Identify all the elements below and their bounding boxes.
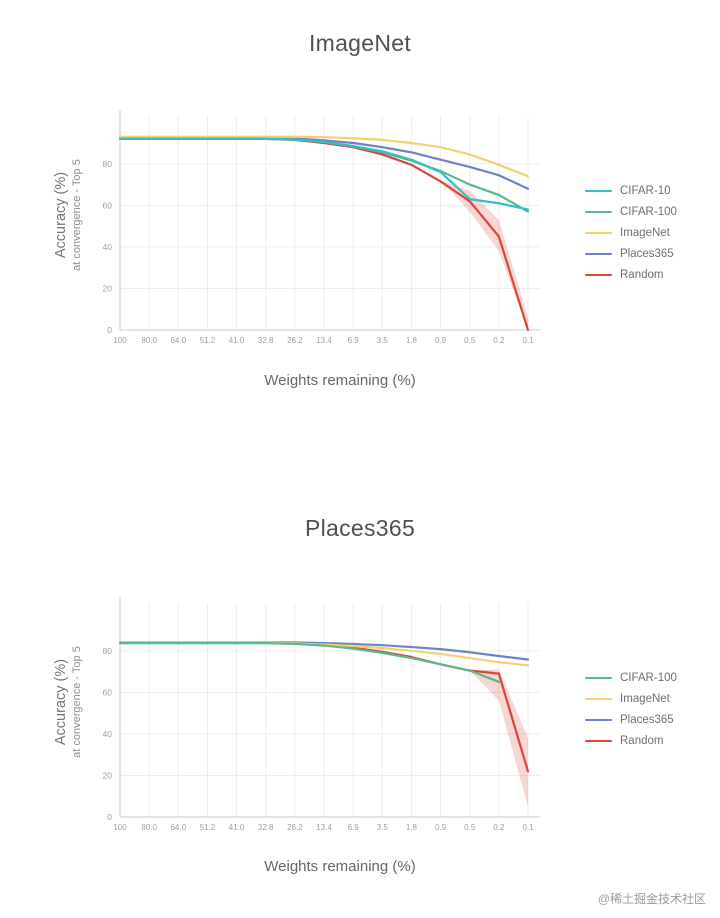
y-tick-label: 60 (103, 200, 113, 210)
legend-swatch-imagenet (585, 231, 612, 235)
legend-swatch-places365 (585, 252, 612, 256)
error-band-random (469, 669, 528, 807)
legend-item-imagenet: ImageNet (585, 692, 677, 706)
y-tick-label: 20 (103, 770, 113, 780)
imagenet-accuracy-line-chart: 0 20 40 60 80 100 80.0 64.0 51.2 41.0 32.8 26.2 13.4… (103, 110, 540, 345)
legend-swatch-imagenet (585, 697, 612, 701)
x-tick-label: 0.2 (493, 823, 505, 832)
x-tick-label: 64.0 (170, 823, 186, 832)
y-tick-label: 40 (103, 242, 113, 252)
x-tick-label: 1.8 (406, 823, 418, 832)
legend-item-cifar-100: CIFAR-100 (585, 205, 677, 219)
x-tick-label: 0.5 (464, 823, 476, 832)
x-tick-label: 100 (113, 336, 127, 345)
y-tick-label: 80 (103, 646, 113, 656)
imagenet-chart-section: ImageNet Accuracy (%) at convergence - T… (0, 30, 720, 389)
x-tick-label: 41.0 (229, 823, 245, 832)
legend-label: CIFAR-100 (620, 672, 677, 684)
series-line-cifar-100 (118, 641, 500, 684)
x-tick-label: 80.0 (141, 336, 157, 345)
x-tick-label: 0.5 (464, 336, 476, 345)
x-axis-label: Weights remaining (%) (264, 372, 416, 389)
legend-item-cifar-100: CIFAR-100 (585, 671, 677, 685)
legend-swatch-cifar-100 (585, 210, 612, 214)
series-line-cifar-10 (118, 137, 530, 211)
x-tick-label: 51.2 (200, 823, 216, 832)
legend-label: Places365 (620, 714, 674, 726)
chart-title-imagenet: ImageNet (308, 30, 412, 56)
x-tick-label: 0.9 (435, 823, 447, 832)
series-line-imagenet (118, 135, 530, 178)
legend-label: ImageNet (620, 693, 670, 705)
watermark: @稀土掘金技术社区 (597, 892, 706, 906)
x-tick-label: 6.9 (348, 823, 360, 832)
x-tick-label: 64.0 (170, 336, 186, 345)
x-tick-label: 41.0 (229, 336, 245, 345)
x-tick-label: 32.8 (258, 336, 274, 345)
legend-item-random: Random (585, 734, 677, 748)
places365-chart-section: Places365 Accuracy (%) at convergence - … (0, 480, 720, 900)
error-band-random (440, 180, 528, 330)
legend-label: ImageNet (620, 227, 670, 239)
x-tick-label: 100 (113, 823, 127, 832)
legend: CIFAR-10 CIFAR-100 ImageNet Places365 Random (585, 184, 677, 282)
legend-label: Random (620, 735, 664, 747)
chart-area-imagenet: Accuracy (%) at convergence - Top 5 0 20 4… (0, 88, 720, 370)
legend-label: CIFAR-100 (620, 206, 677, 218)
x-tick-label: 26.2 (287, 336, 303, 345)
x-tick-label: 0.9 (435, 336, 447, 345)
legend-item-cifar-10: CIFAR-10 (585, 184, 677, 198)
y-tick-label: 60 (103, 687, 113, 697)
legend-item-places365: Places365 (585, 713, 677, 727)
x-tick-label: 1.8 (406, 336, 418, 345)
x-tick-label: 3.5 (377, 336, 389, 345)
x-tick-label: 3.5 (377, 823, 389, 832)
y-tick-label: 80 (103, 159, 113, 169)
x-tick-label: 0.2 (493, 336, 505, 345)
legend-swatch-cifar-10 (585, 189, 612, 193)
x-tick-label: 80.0 (141, 823, 157, 832)
places365-accuracy-line-chart: 0 20 40 60 80 100 80.0 64.0 51.2 41.0 32.8 26.2 13.4… (103, 597, 540, 832)
x-tick-label: 13.4 (316, 336, 332, 345)
y-tick-label: 0 (107, 325, 112, 335)
x-tick-label: 51.2 (200, 336, 216, 345)
legend-label: Random (620, 269, 664, 281)
legend-label: Places365 (620, 248, 674, 260)
x-tick-label: 32.8 (258, 823, 274, 832)
x-tick-label: 13.4 (316, 823, 332, 832)
legend-swatch-random (585, 739, 612, 743)
x-tick-label: 0.1 (522, 823, 534, 832)
legend-swatch-places365 (585, 718, 612, 722)
chart-title-places365: Places365 (304, 515, 416, 541)
x-tick-label: 0.1 (522, 336, 534, 345)
legend-swatch-cifar-100 (585, 676, 612, 680)
y-tick-label: 40 (103, 729, 113, 739)
legend-item-places365: Places365 (585, 247, 677, 261)
y-tick-label: 20 (103, 283, 113, 293)
x-axis-label: Weights remaining (%) (264, 858, 416, 875)
legend-item-imagenet: ImageNet (585, 226, 677, 240)
legend-label: CIFAR-10 (620, 185, 671, 197)
legend-swatch-random (585, 273, 612, 277)
legend-item-random: Random (585, 268, 677, 282)
y-tick-label: 0 (107, 812, 112, 822)
x-tick-label: 26.2 (287, 823, 303, 832)
chart-area-places365: Accuracy (%) at convergence - Top 5 0 20 4… (0, 575, 720, 857)
legend: CIFAR-100 ImageNet Places365 Random (585, 671, 677, 748)
x-tick-label: 6.9 (348, 336, 360, 345)
